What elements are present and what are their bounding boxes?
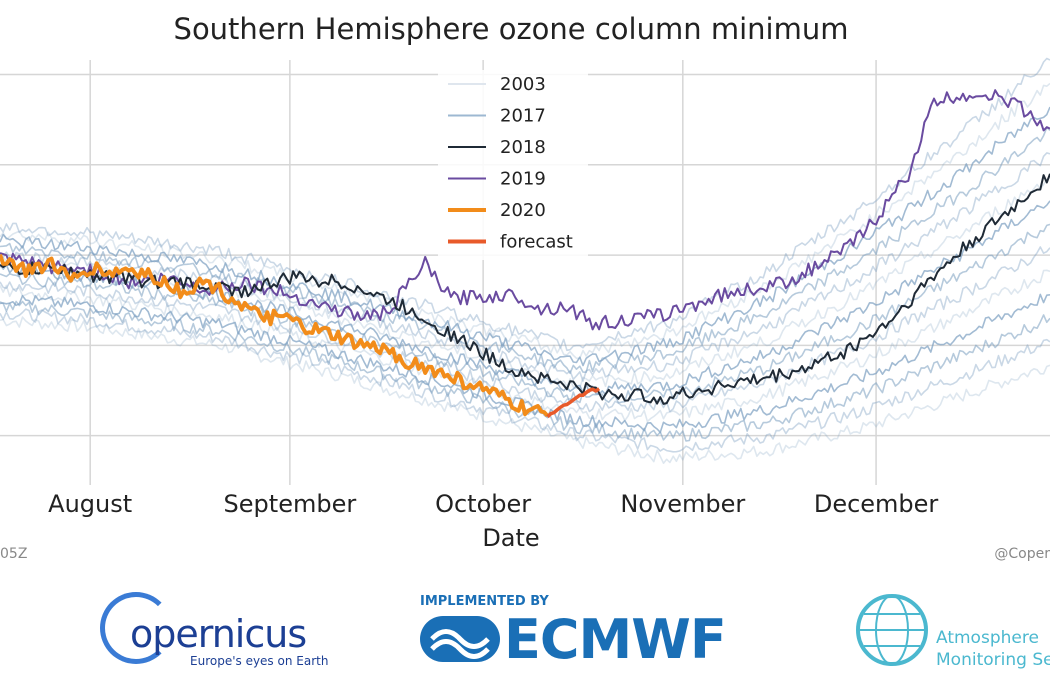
ecmwf-mark-icon [420, 616, 500, 662]
legend-label: 2019 [500, 169, 546, 190]
x-tick-label: November [620, 490, 745, 518]
cams-line-1: Atmosphere [936, 628, 1039, 648]
legend-label: forecast [500, 232, 573, 253]
copernicus-wordmark: opernicus [130, 612, 307, 656]
footer-timestamp: 05Z [0, 546, 28, 562]
chart-title: Southern Hemisphere ozone column minimum [173, 12, 849, 46]
background-year-line [0, 126, 1050, 374]
implemented-by-label: IMPLEMENTED BY [420, 594, 549, 609]
x-axis-title: Date [482, 524, 539, 552]
x-tick-label: December [814, 490, 939, 518]
x-tick-labels: August September October November December [48, 490, 938, 518]
x-tick-label: October [435, 490, 531, 518]
copernicus-arc-icon [100, 592, 172, 664]
legend-label: 2003 [500, 74, 546, 95]
cams-logo: Atmosphere Monitoring Se [850, 592, 1050, 682]
ecmwf-logo: IMPLEMENTED BY ECMWF [418, 590, 758, 680]
series-line-2018 [0, 173, 1050, 405]
legend-label: 2018 [500, 137, 546, 158]
legend-label: 2020 [500, 200, 546, 221]
chart-svg: August September October November December D… [0, 57, 1050, 552]
background-year-line [0, 316, 1050, 464]
legend-box [438, 70, 588, 260]
copernicus-tagline: Europe's eyes on Earth [190, 654, 329, 668]
series-layer [0, 89, 1050, 419]
x-tick-label: August [48, 490, 132, 518]
background-year-line [0, 106, 1050, 367]
legend-label: 2017 [500, 106, 546, 127]
legend: 2003 2017 2018 2019 2020 forecast [438, 70, 588, 260]
background-year-line [0, 82, 1050, 360]
series-line-forecast [546, 387, 601, 419]
cams-line-2: Monitoring Se [936, 650, 1050, 670]
footer-credit: @Coper [994, 546, 1050, 562]
x-tick-label: September [224, 490, 357, 518]
globe-icon [856, 594, 928, 666]
background-year-line [0, 293, 1050, 434]
copernicus-logo: opernicus Europe's eyes on Earth [100, 590, 330, 680]
background-year-line [0, 246, 1050, 413]
background-year-line [0, 57, 1050, 352]
series-line-2019 [0, 89, 1050, 331]
background-year-line [0, 269, 1050, 423]
background-year-line [0, 152, 1050, 382]
ecmwf-wordmark: ECMWF [504, 608, 727, 671]
series-line-2020 [0, 253, 549, 418]
